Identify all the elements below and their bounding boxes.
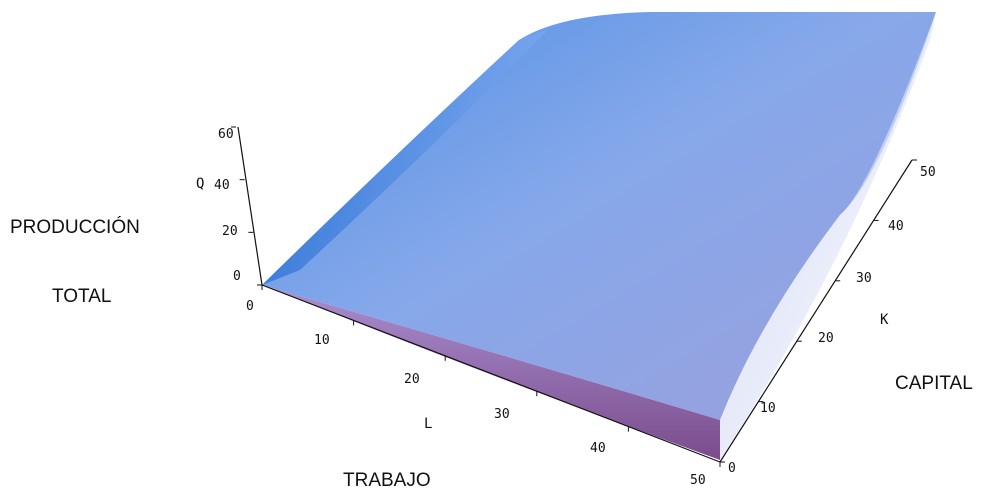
z-tick-label: 40 — [214, 178, 230, 193]
l-tick-label: 30 — [494, 407, 510, 422]
l-axis-caption: TRABAJO — [343, 470, 431, 491]
l-tick-label: 50 — [690, 473, 706, 488]
l-tick-label: 20 — [404, 372, 420, 387]
z-tick-label: 60 — [218, 127, 234, 142]
k-tick-label: 0 — [728, 461, 736, 476]
k-axis-ticks — [720, 159, 917, 463]
l-tick-label: 10 — [314, 333, 330, 348]
k-axis-caption: CAPITAL — [895, 373, 973, 394]
k-axis-symbol: K — [880, 312, 889, 328]
k-axis-line — [719, 159, 913, 463]
k-tick-label: 10 — [760, 401, 776, 416]
l-axis-symbol: L — [424, 416, 432, 432]
l-tick-label: 40 — [590, 441, 606, 456]
z-tick-label: 0 — [233, 269, 241, 284]
z-axis-symbol: Q — [196, 176, 204, 192]
z-axis-line — [237, 126, 263, 286]
k-tick-label: 20 — [818, 331, 834, 346]
k-tick-label: 40 — [888, 219, 904, 234]
z-axis-caption-line2: TOTAL — [52, 286, 112, 307]
z-axis-caption-line1: PRODUCCIÓN — [10, 217, 140, 238]
z-tick-label: 20 — [222, 224, 238, 239]
surface-top — [262, 12, 936, 420]
k-tick-label: 50 — [920, 165, 936, 180]
surface-right-face — [720, 12, 936, 460]
surface-ridge — [262, 30, 548, 285]
l-axis-line — [261, 284, 721, 463]
k-tick-label: 30 — [856, 271, 872, 286]
axes — [237, 126, 913, 463]
l-tick-label: 0 — [246, 299, 254, 314]
l-axis-ticks — [261, 285, 721, 467]
z-axis-ticks — [231, 126, 262, 286]
